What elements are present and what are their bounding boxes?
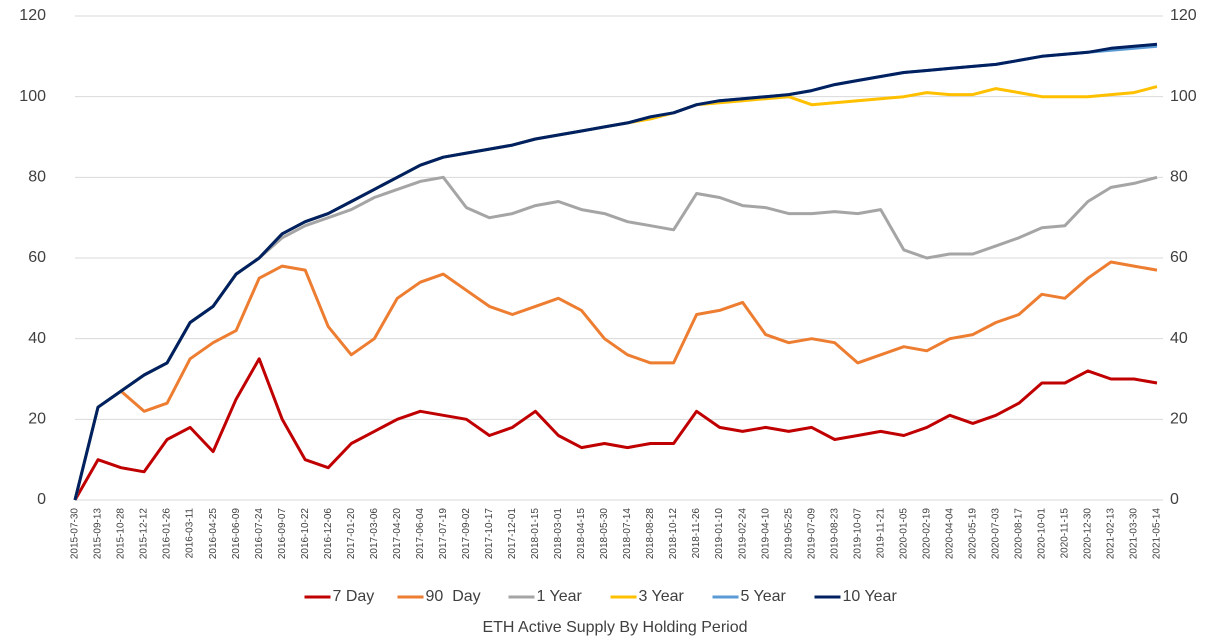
y-tick-label: 100 bbox=[19, 88, 46, 105]
x-tick-label: 2020-02-19 bbox=[921, 508, 932, 560]
x-tick-label: 2018-07-14 bbox=[622, 508, 633, 560]
x-tick-label: 2017-12-01 bbox=[507, 508, 518, 560]
y-tick-label: 80 bbox=[28, 169, 46, 186]
series-line bbox=[73, 85, 1158, 501]
x-tick-label: 2020-10-01 bbox=[1037, 508, 1048, 560]
x-tick-label: 2017-07-19 bbox=[438, 508, 449, 560]
x-tick-label: 2018-03-01 bbox=[553, 508, 564, 560]
x-tick-label: 2016-12-06 bbox=[323, 508, 334, 560]
y-tick-label: 20 bbox=[28, 411, 46, 428]
x-tick-label: 2016-07-24 bbox=[254, 508, 265, 560]
x-tick-label: 2016-06-09 bbox=[231, 508, 242, 560]
x-tick-label: 2017-09-02 bbox=[461, 508, 472, 560]
chart-title: ETH Active Supply By Holding Period bbox=[482, 619, 747, 636]
x-tick-label: 2017-01-20 bbox=[346, 508, 357, 560]
y2-tick-label: 40 bbox=[1170, 330, 1188, 347]
x-tick-label: 2020-08-17 bbox=[1014, 508, 1025, 560]
x-tick-label: 2021-05-14 bbox=[1152, 508, 1163, 560]
x-tick-label: 2015-12-12 bbox=[139, 508, 150, 560]
x-tick-label: 2015-09-13 bbox=[93, 508, 104, 560]
x-tick-label: 2016-04-25 bbox=[208, 508, 219, 560]
legend-label: 10 Year bbox=[843, 588, 898, 605]
x-tick-label: 2020-05-19 bbox=[967, 508, 978, 560]
y2-tick-label: 60 bbox=[1170, 249, 1188, 266]
x-tick-label: 2017-03-06 bbox=[369, 508, 380, 560]
x-tick-label: 2016-01-26 bbox=[162, 508, 173, 560]
x-tick-label: 2019-10-07 bbox=[852, 508, 863, 560]
x-tick-label: 2018-05-30 bbox=[599, 508, 610, 560]
x-tick-label: 2017-04-20 bbox=[392, 508, 403, 560]
x-tick-label: 2019-01-10 bbox=[714, 508, 725, 560]
x-tick-label: 2018-08-28 bbox=[645, 508, 656, 560]
y2-tick-label: 0 bbox=[1170, 491, 1179, 508]
x-tick-label: 2018-01-15 bbox=[530, 508, 541, 560]
series-line bbox=[120, 260, 1158, 413]
legend-label: 7 Day bbox=[333, 588, 375, 605]
series-line bbox=[73, 42, 1158, 501]
legend-label: 1 Year bbox=[537, 588, 583, 605]
x-tick-label: 2016-03-11 bbox=[185, 508, 196, 559]
x-tick-label: 2015-07-30 bbox=[70, 508, 81, 560]
x-tick-label: 2019-04-10 bbox=[760, 508, 771, 560]
legend-label: 5 Year bbox=[741, 588, 787, 605]
x-tick-label: 2016-09-07 bbox=[277, 508, 288, 560]
x-tick-label: 2017-10-17 bbox=[484, 508, 495, 560]
x-tick-label: 2020-11-15 bbox=[1060, 508, 1071, 559]
series-line bbox=[73, 357, 1158, 501]
legend-label: 90 Day bbox=[426, 588, 481, 605]
x-tick-label: 2017-06-04 bbox=[415, 508, 426, 560]
y2-tick-label: 100 bbox=[1170, 88, 1197, 105]
y2-tick-label: 20 bbox=[1170, 411, 1188, 428]
x-tick-label: 2020-07-03 bbox=[990, 508, 1001, 560]
y-tick-label: 120 bbox=[19, 7, 46, 24]
legend-label: 3 Year bbox=[639, 588, 685, 605]
x-tick-label: 2018-10-12 bbox=[668, 508, 679, 560]
y2-tick-label: 120 bbox=[1170, 7, 1197, 24]
x-tick-label: 2018-04-15 bbox=[576, 508, 587, 560]
x-tick-label: 2021-02-13 bbox=[1106, 508, 1117, 560]
y-tick-label: 0 bbox=[37, 491, 46, 508]
y-tick-label: 60 bbox=[28, 249, 46, 266]
x-tick-label: 2015-10-28 bbox=[116, 508, 127, 560]
x-tick-label: 2020-01-05 bbox=[898, 508, 909, 560]
x-tick-label: 2021-03-30 bbox=[1129, 508, 1140, 560]
x-tick-label: 2019-05-25 bbox=[783, 508, 794, 560]
x-tick-label: 2019-07-09 bbox=[806, 508, 817, 560]
x-tick-label: 2020-04-04 bbox=[944, 508, 955, 560]
x-tick-label: 2020-12-30 bbox=[1083, 508, 1094, 560]
x-tick-label: 2018-11-26 bbox=[691, 508, 702, 559]
x-tick-label: 2019-02-24 bbox=[737, 508, 748, 560]
x-tick-label: 2019-11-21 bbox=[875, 508, 886, 559]
x-tick-label: 2016-10-22 bbox=[300, 508, 311, 560]
x-tick-label: 2019-08-23 bbox=[829, 508, 840, 560]
y2-tick-label: 80 bbox=[1170, 169, 1188, 186]
y-tick-label: 40 bbox=[28, 330, 46, 347]
